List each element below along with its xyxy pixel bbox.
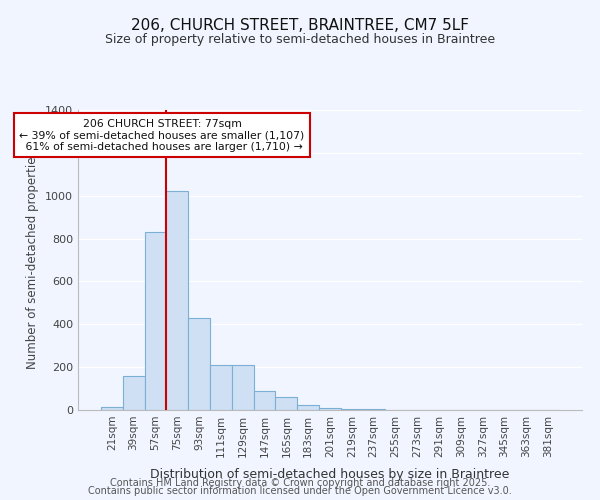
Bar xyxy=(232,365,254,410)
Bar xyxy=(210,365,232,410)
Text: Size of property relative to semi-detached houses in Braintree: Size of property relative to semi-detach… xyxy=(105,32,495,46)
Text: 206, CHURCH STREET, BRAINTREE, CM7 5LF: 206, CHURCH STREET, BRAINTREE, CM7 5LF xyxy=(131,18,469,32)
Bar xyxy=(166,192,188,410)
Bar xyxy=(297,404,319,410)
Text: Contains public sector information licensed under the Open Government Licence v3: Contains public sector information licen… xyxy=(88,486,512,496)
Text: Contains HM Land Registry data © Crown copyright and database right 2025.: Contains HM Land Registry data © Crown c… xyxy=(110,478,490,488)
X-axis label: Distribution of semi-detached houses by size in Braintree: Distribution of semi-detached houses by … xyxy=(151,468,509,481)
Bar xyxy=(123,376,145,410)
Bar xyxy=(188,318,210,410)
Bar xyxy=(319,408,341,410)
Y-axis label: Number of semi-detached properties: Number of semi-detached properties xyxy=(26,150,40,370)
Bar xyxy=(101,407,123,410)
Bar xyxy=(254,390,275,410)
Bar xyxy=(341,409,363,410)
Bar xyxy=(275,397,297,410)
Text: 206 CHURCH STREET: 77sqm  
← 39% of semi-detached houses are smaller (1,107)
 61: 206 CHURCH STREET: 77sqm ← 39% of semi-d… xyxy=(19,118,305,152)
Bar xyxy=(145,232,166,410)
